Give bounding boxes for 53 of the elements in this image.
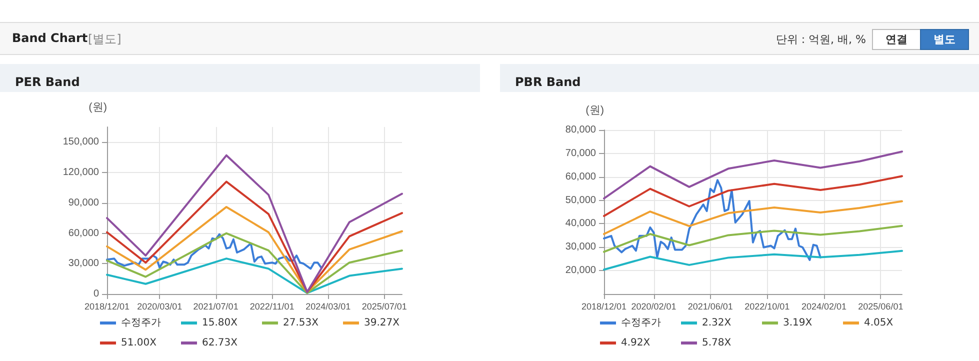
line-series <box>603 179 822 262</box>
y-tick-label: 20,000 <box>565 265 596 276</box>
legend-label: 5.78X <box>702 338 732 348</box>
legend-label: 수정주가 <box>621 318 661 328</box>
legend-label: 3.19X <box>783 318 812 328</box>
legend-label: 62.73X <box>202 338 238 348</box>
y-tick-label: 120,000 <box>62 167 100 178</box>
x-tick-label: 2022/10/01 <box>744 302 790 312</box>
x-tick-label: 2020/02/01 <box>631 302 676 312</box>
y-tick-label: 0 <box>93 288 100 300</box>
legend-label: 4.05X <box>864 318 894 328</box>
text: 별도 <box>920 29 969 50</box>
y-tick-label: 150,000 <box>62 136 100 148</box>
y-tick-label: 60,000 <box>68 228 100 239</box>
x-tick-label: 2025/06/01 <box>858 302 904 312</box>
legend-label: 수정주가 <box>121 318 161 328</box>
y-tick-label: 60,000 <box>565 171 596 182</box>
x-tick-label: 2020/03/01 <box>137 302 182 312</box>
chart-title: PER Band <box>15 75 80 89</box>
x-tick-label: 2022/11/01 <box>250 302 294 312</box>
x-tick-label: 2021/07/01 <box>193 302 238 312</box>
y-tick-label: 40,000 <box>565 218 596 230</box>
y-axis-title: (원) <box>88 102 107 114</box>
text: [별도] <box>88 31 122 48</box>
y-axis-title: (원) <box>586 104 604 116</box>
y-tick-label: 70,000 <box>565 148 596 159</box>
legend-label: 39.27X <box>364 318 400 328</box>
chart-title: PBR Band <box>515 75 581 89</box>
line-series <box>603 200 903 236</box>
line-series <box>106 233 322 270</box>
text: 연결 <box>872 29 921 50</box>
y-tick-label: 50,000 <box>565 194 596 206</box>
text: 단위 : 억원, 배, % <box>776 32 866 47</box>
x-tick-label: 2025/07/01 <box>362 302 407 312</box>
x-tick-label: 2024/03/01 <box>306 302 351 312</box>
x-tick-label: 2024/02/01 <box>802 302 847 312</box>
line-series <box>603 150 903 200</box>
x-tick-label: 2018/12/01 <box>84 302 130 312</box>
legend-label: 51.00X <box>121 338 157 348</box>
y-tick-label: 30,000 <box>565 242 596 253</box>
text: Band Chart <box>12 31 88 45</box>
legend-label: 4.92X <box>621 338 650 348</box>
line-series <box>603 175 903 217</box>
y-tick-label: 90,000 <box>68 197 100 208</box>
line-series <box>603 224 903 253</box>
x-tick-label: 2021/06/01 <box>688 302 733 312</box>
y-tick-label: 30,000 <box>68 258 100 270</box>
legend-label: 2.32X <box>702 318 732 328</box>
y-tick-label: 80,000 <box>565 124 596 136</box>
x-tick-label: 2018/12/01 <box>581 302 627 312</box>
legend-label: 15.80X <box>202 318 238 328</box>
legend-label: 27.53X <box>283 318 319 328</box>
line-series <box>603 250 903 271</box>
